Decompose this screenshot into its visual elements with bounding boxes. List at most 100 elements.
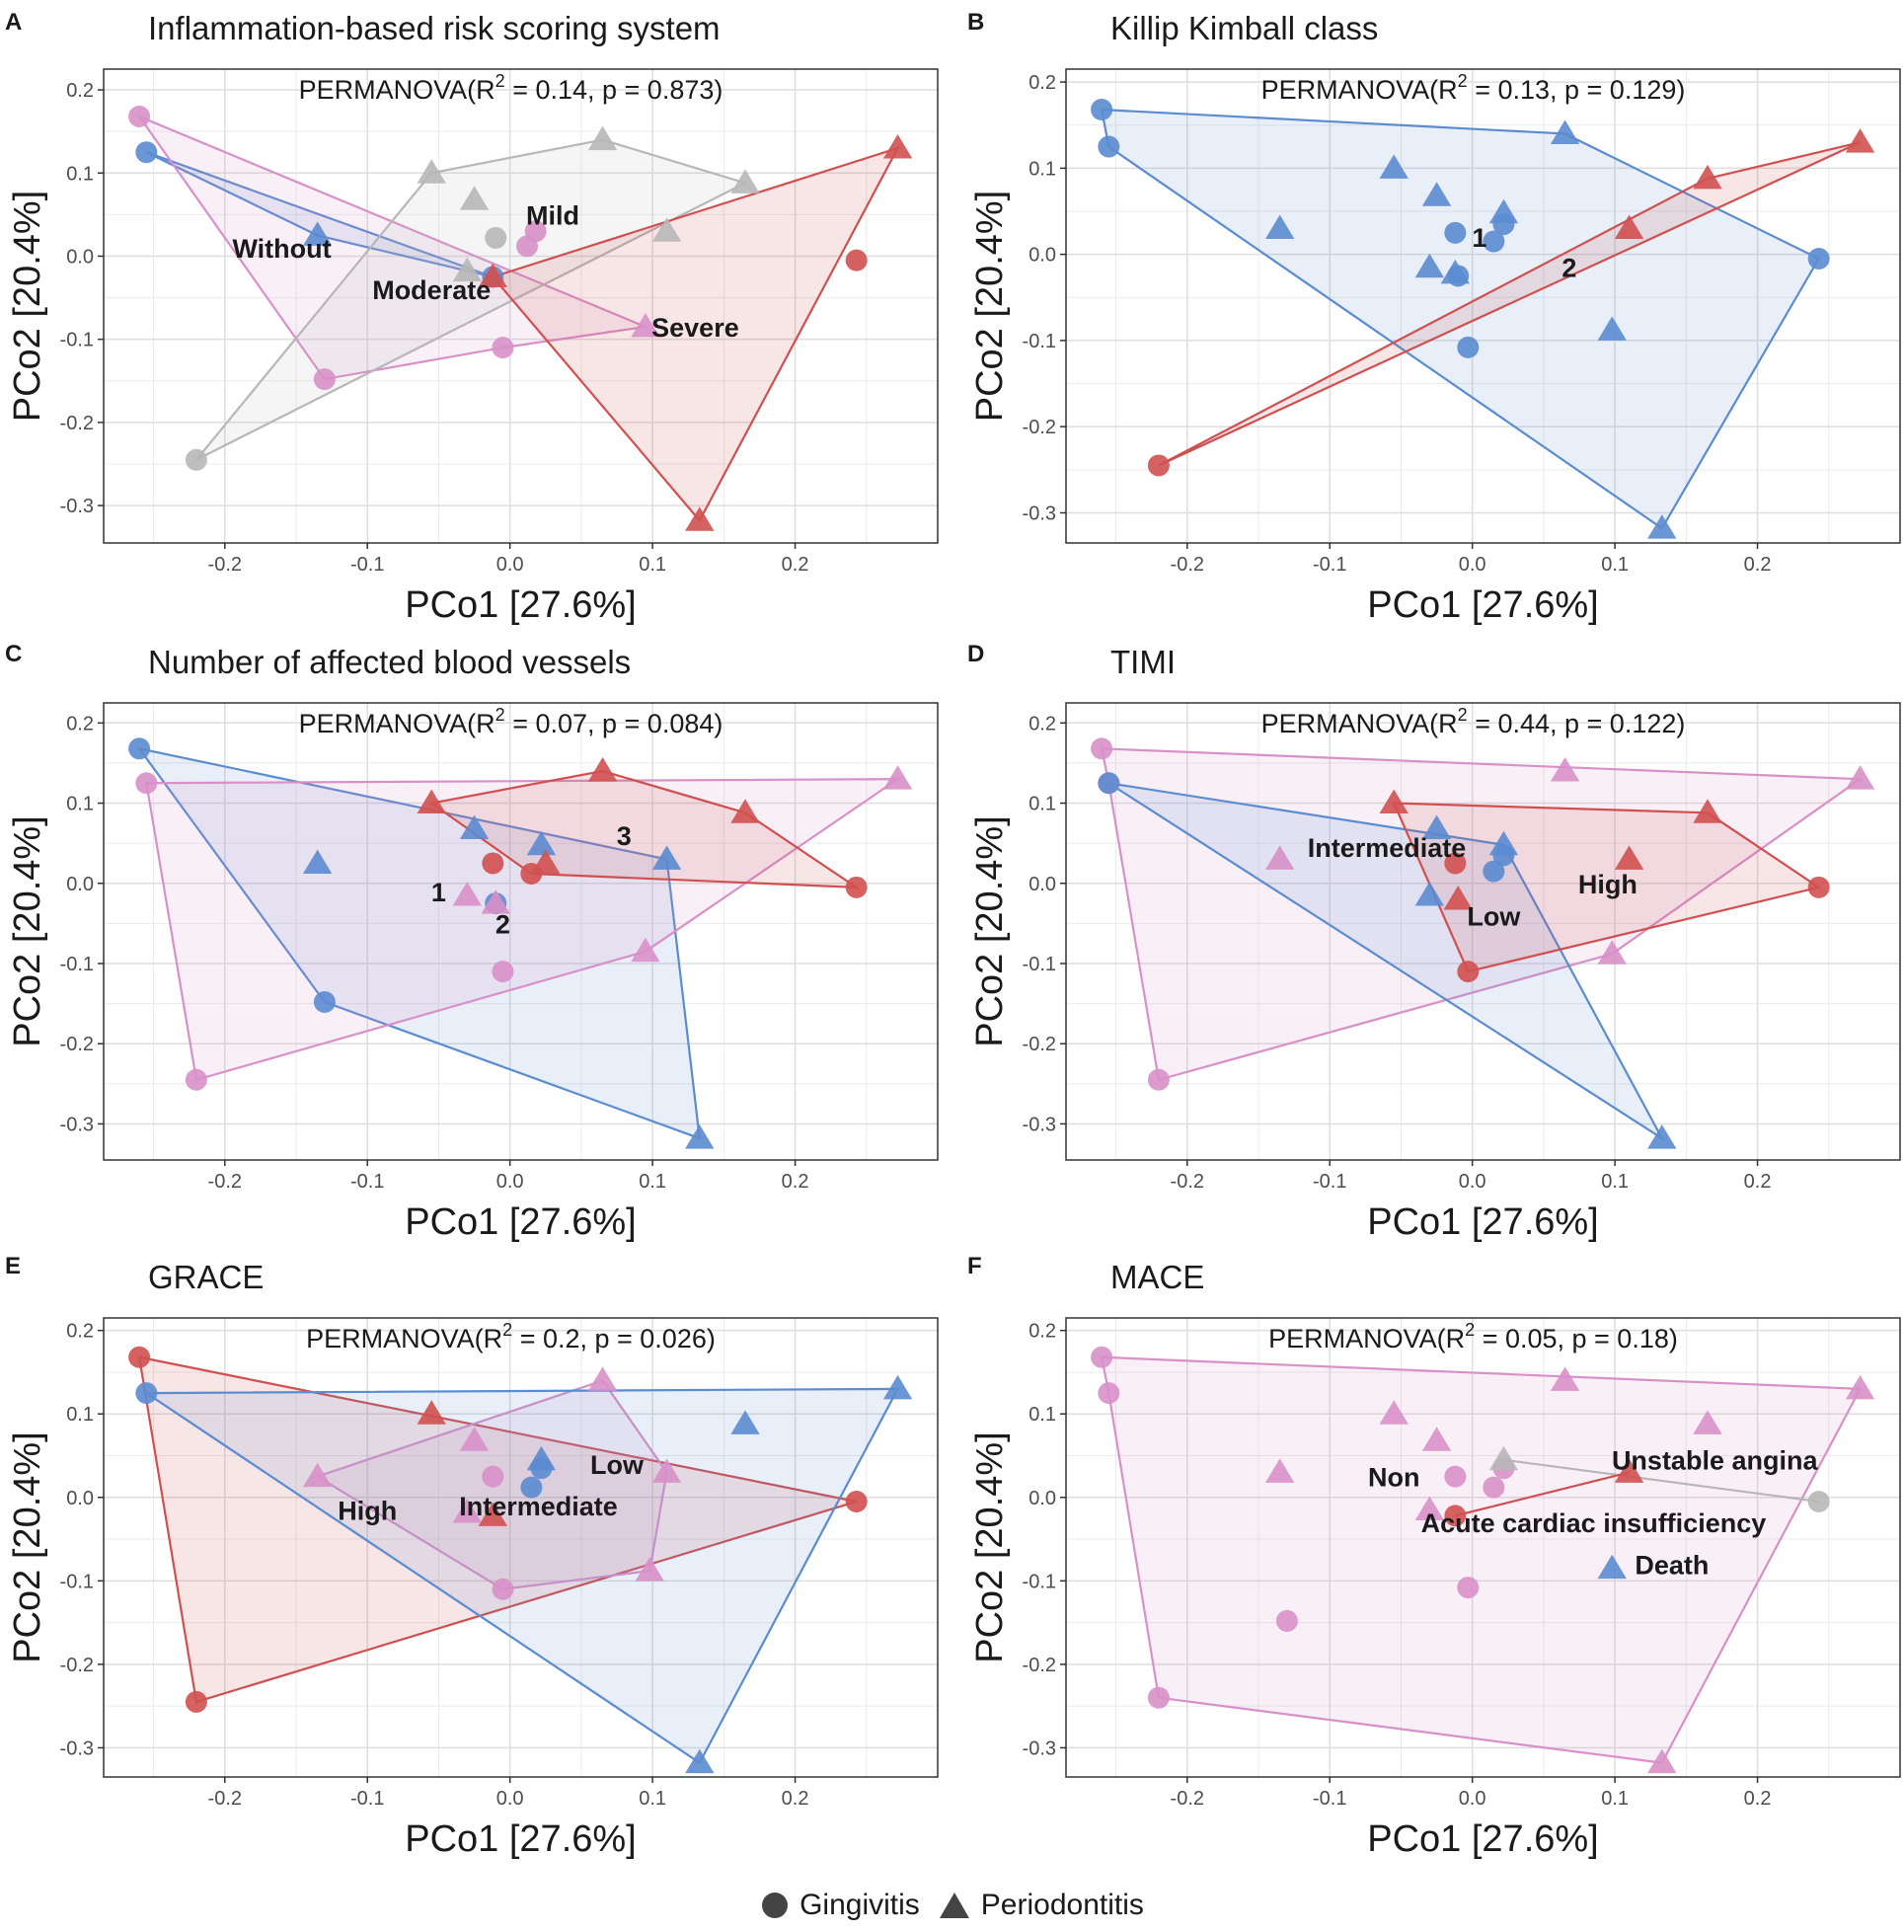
y-tick-label: -0.2 [1023, 417, 1056, 438]
x-tick-label: 0.0 [1459, 554, 1486, 576]
stat-sup: 2 [1458, 71, 1468, 91]
points [128, 737, 913, 1149]
point-gingivitis [492, 961, 514, 983]
points [1091, 737, 1875, 1149]
legend-label-gingivitis: Gingivitis [800, 1889, 920, 1921]
point-periodontitis [730, 169, 760, 193]
y-tick-label: 0.1 [66, 163, 94, 185]
point-gingivitis [845, 249, 868, 271]
point-periodontitis [478, 263, 508, 288]
point-gingivitis [1457, 1577, 1480, 1599]
group-label: 3 [617, 821, 632, 851]
group-label: 1 [431, 878, 446, 907]
y-tick-label: -0.2 [60, 413, 94, 434]
y-axis-label: PCo2 [20.4%] [969, 191, 1011, 422]
point-periodontitis [882, 1374, 913, 1400]
y-tick-label: -0.1 [60, 954, 94, 975]
point-periodontitis [651, 845, 682, 870]
point-periodontitis [1597, 316, 1627, 341]
point-gingivitis [128, 1346, 151, 1368]
x-tick-label: -0.2 [1171, 1171, 1204, 1193]
x-tick-label: 0.0 [496, 1788, 524, 1810]
x-tick-label: -0.2 [208, 1788, 242, 1810]
ticks: -0.2 -0.1 0.0 0.1 0.2 0.2 0.1 0.0 -0.1 -0.2 -0.3 [1023, 1321, 1772, 1810]
y-tick-label: 0.1 [1028, 1404, 1056, 1426]
point-gingivitis [516, 235, 538, 258]
x-tick-label: 0.1 [639, 1171, 666, 1193]
point-periodontitis [417, 159, 446, 184]
point-gingivitis [1444, 852, 1467, 875]
y-tick-label: 0.1 [1028, 794, 1056, 815]
point-periodontitis [651, 1458, 682, 1483]
x-tick-label: 0.1 [639, 554, 666, 576]
ticks: -0.2 -0.1 0.0 0.1 0.2 0.2 0.1 0.0 -0.1 -0.2 -0.3 [1023, 72, 1772, 576]
y-tick-label: 0.2 [66, 1321, 94, 1343]
point-periodontitis [459, 814, 490, 840]
x-tick-label: -0.1 [350, 554, 384, 576]
point-gingivitis [1091, 1346, 1113, 1368]
point-gingivitis [520, 1476, 543, 1499]
plot-border [1065, 1317, 1901, 1778]
group-label: 2 [1561, 254, 1576, 283]
group-label: Low [1467, 901, 1521, 931]
y-tick-label: -0.3 [1023, 502, 1056, 524]
x-tick-label: 0.2 [782, 1788, 809, 1810]
point-periodontitis [1550, 119, 1580, 144]
group-label: Acute cardiac insufficiency [1421, 1508, 1767, 1538]
point-periodontitis [587, 125, 618, 151]
y-tick-label: -0.2 [1023, 1034, 1056, 1055]
plot-border [1065, 68, 1901, 544]
group-label: Low [590, 1450, 645, 1480]
point-periodontitis [1379, 1400, 1409, 1425]
point-periodontitis [417, 789, 446, 814]
point-gingivitis [530, 1457, 553, 1480]
point-periodontitis [1421, 182, 1452, 206]
legend-circle-icon [762, 1893, 789, 1918]
point-periodontitis [631, 937, 660, 963]
point-gingivitis [1483, 860, 1505, 883]
stat-prefix: PERMANOVA(R [299, 75, 495, 105]
plot-border [1065, 702, 1901, 1161]
point-periodontitis [1647, 1124, 1677, 1149]
point-gingivitis [313, 990, 336, 1013]
point-gingivitis [1098, 1382, 1120, 1405]
x-tick-label: -0.2 [208, 1171, 242, 1193]
gridlines [104, 1318, 939, 1777]
point-periodontitis [587, 757, 618, 782]
point-gingivitis [485, 226, 507, 249]
hull-high [137, 1355, 857, 1704]
y-tick-label: -0.3 [1023, 1738, 1056, 1759]
panel-title: GRACE [148, 1259, 264, 1295]
point-gingivitis [185, 448, 207, 471]
x-tick-label: -0.1 [1313, 1171, 1346, 1193]
point-periodontitis [685, 506, 715, 531]
group-labels: Without Mild Moderate Severe [232, 200, 738, 343]
panel-D: D TIMI Intermediate Low High PERMANOVA(R2 = 0… [967, 641, 1901, 1243]
point-periodontitis [635, 1557, 664, 1582]
y-axis-label: PCo2 [20.4%] [7, 1431, 48, 1662]
x-tick-label: 0.1 [1601, 1788, 1629, 1810]
legend-item-periodontitis: Periodontitis [938, 1889, 1144, 1922]
point-periodontitis [1597, 1554, 1627, 1580]
y-tick-label: 0.0 [66, 1488, 94, 1509]
point-periodontitis [631, 313, 660, 338]
panel-title: Number of affected blood vessels [148, 644, 631, 680]
y-axis-label: PCo2 [20.4%] [969, 815, 1011, 1046]
panel-letter: B [967, 9, 984, 36]
x-tick-label: 0.2 [1744, 554, 1772, 576]
hull-low [142, 1387, 900, 1765]
panel-title: MACE [1110, 1259, 1204, 1295]
point-periodontitis [459, 186, 490, 210]
hull-2 [1158, 141, 1862, 467]
y-tick-label: 0.0 [1028, 1488, 1056, 1509]
point-periodontitis [685, 1748, 715, 1774]
point-periodontitis [1693, 164, 1722, 190]
point-gingivitis [1147, 1686, 1170, 1709]
y-tick-label: 0.1 [66, 1404, 94, 1426]
y-tick-label: -0.1 [1023, 331, 1056, 352]
y-tick-label: -0.3 [1023, 1114, 1056, 1135]
stat-sup: 2 [1458, 705, 1468, 725]
group-label: Unstable angina [1612, 1446, 1819, 1476]
y-tick-label: 0.0 [66, 874, 94, 895]
